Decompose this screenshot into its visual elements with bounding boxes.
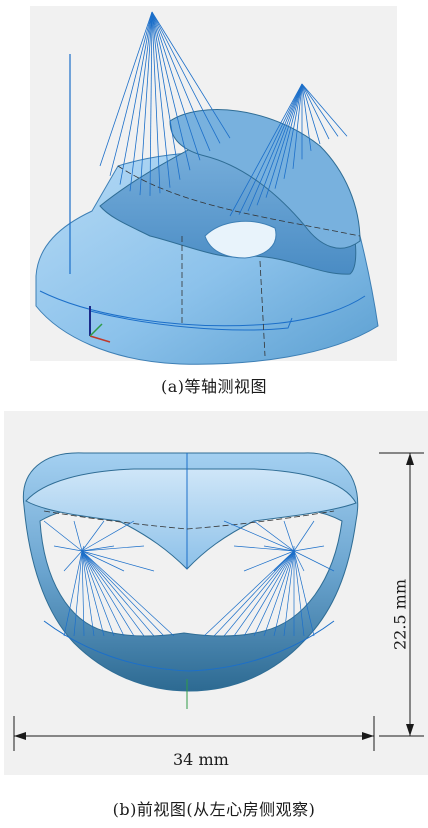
suture-line [53,545,83,552]
front-render: 34 mm 22.5 mm [4,411,428,775]
suture-lines-isometric [99,11,348,217]
base-band-line [39,290,366,327]
suture-line [283,83,303,179]
construction-line-vertical [259,260,266,357]
suture-line [73,520,83,552]
height-arrow-top [406,453,414,465]
suture-line [273,550,295,637]
suture-line [99,11,153,167]
suture-line [151,11,201,161]
front-model [13,452,424,751]
suture-line [81,550,145,637]
construction-line [117,165,361,237]
suture-line [63,550,83,572]
suture-line [63,550,83,637]
suture-line [213,550,295,637]
suture-line [81,545,115,552]
suture-line [81,550,155,572]
suture-line [243,550,295,637]
isometric-model [35,11,379,365]
suture-line [151,11,191,171]
suture-line [129,11,153,192]
height-dimension-label: 22.5 mm [390,578,410,651]
suture-line [293,550,305,572]
suture-line [151,11,181,180]
suture-line [223,520,295,552]
suture-line [301,83,339,137]
suture-line [263,545,295,552]
suture-line [274,83,303,189]
suture-line [43,520,83,552]
suture-line [301,83,348,137]
suture-line [293,545,325,552]
suture-line [301,83,321,145]
base-band-line-2 [89,310,293,331]
suture-line [149,11,153,196]
suture-line [233,550,295,637]
suture-line [292,83,303,169]
axis-x [89,335,111,343]
suture-line [223,550,295,637]
suture-line [253,520,295,552]
suture-line [233,545,295,552]
suture-line [265,83,303,198]
suture-line [81,550,85,637]
valve-wall [169,109,361,249]
suture-line [283,520,295,552]
lower-band-line [43,620,335,672]
suture-line [81,545,145,552]
width-dimension-label: 34 mm [173,750,229,769]
caption-front-view: (b)前视图(从左心房侧观察) [112,800,316,819]
suture-line [151,11,221,144]
suture-line [151,11,211,152]
valve-opening [204,220,277,259]
suture-line [81,550,95,637]
suture-line [73,550,83,637]
suture-line [81,520,135,552]
axis-z [89,323,103,337]
suture-line [253,550,295,637]
width-arrow-left [14,732,26,740]
suture-line [243,550,295,572]
suture-line [301,83,330,140]
panel-isometric-view: (a)等轴测视图 [0,0,428,405]
suture-line [229,83,303,217]
suture-line [81,550,135,637]
suture-line [119,11,153,185]
panel-front-view: 34 mm 22.5 mm (b)前视图(从左心房侧观察) [0,405,428,828]
isometric-render [30,6,397,365]
suture-line [293,550,315,637]
suture-line [247,83,303,212]
suture-line [139,11,153,196]
caption-isometric: (a)等轴测视图 [160,377,268,396]
suture-line [81,550,125,572]
width-arrow-right [362,732,374,740]
suture-line [293,520,315,552]
construction-line-front [43,510,335,530]
suture-line [238,83,303,215]
suture-line [81,520,105,552]
suture-line [81,550,115,637]
suture-line [81,550,165,637]
suture-line [293,550,335,572]
suture-line [81,550,175,637]
suture-line [283,550,295,637]
suture-line [293,550,305,637]
suture-line [81,550,105,637]
suture-lines-front [43,520,335,637]
suture-line [151,11,171,188]
suture-line [301,83,312,151]
suture-line [203,550,295,637]
suture-line [151,11,161,194]
suture-line [109,11,153,176]
suture-line [263,550,295,637]
anterior-leaflet [25,468,357,570]
height-arrow-bottom [406,724,414,736]
suture-line [81,550,155,637]
suture-line [151,11,231,139]
suture-line [256,83,303,206]
suture-line [81,550,125,637]
